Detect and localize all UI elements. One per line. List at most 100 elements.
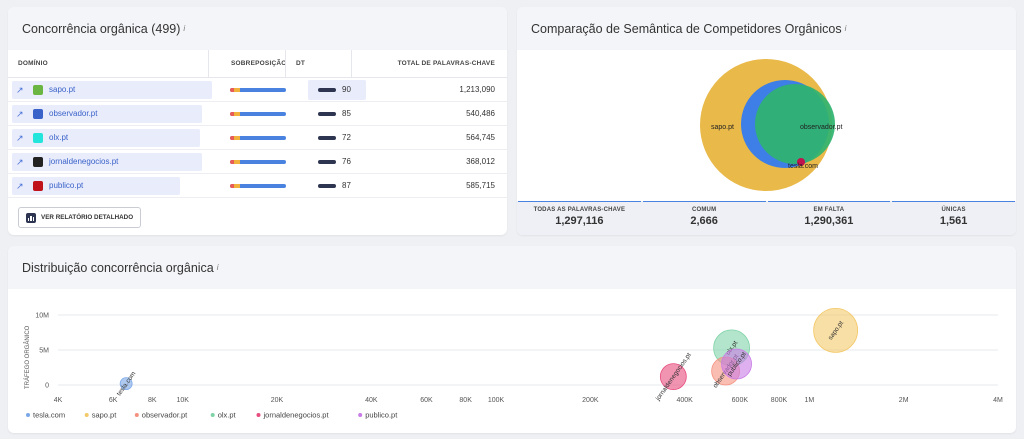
bubble-jornaldenegocios-pt[interactable]	[659, 363, 687, 390]
venn-label-observador: observador.pt	[800, 124, 842, 131]
x-tick-label: 8K	[148, 397, 157, 404]
domain-link[interactable]: publico.pt	[49, 181, 84, 190]
external-link-icon[interactable]: ↗	[16, 156, 24, 167]
venn-stat: TODAS AS PALAVRAS-CHAVE 1,297,116	[518, 201, 641, 235]
organic-competition-card: Concorrência orgânica (499) i DOMÍNIO SO…	[8, 7, 507, 235]
table-row: ↗ publico.pt 87 585,715	[8, 174, 507, 198]
table-row: ↗ sapo.pt 90 1,213,090	[8, 78, 507, 102]
site-favicon-icon	[33, 108, 43, 119]
column-total-keywords[interactable]: TOTAL DE PALAVRAS-CHAVE	[351, 50, 507, 77]
legend-swatch	[210, 413, 215, 417]
total-keywords-value: 585,715	[466, 181, 495, 190]
y-axis-label: TRÁFEGO ORGÂNICO	[24, 325, 31, 389]
legend-item[interactable]: jornaldenegocios.pt	[263, 411, 330, 420]
external-link-icon[interactable]: ↗	[16, 108, 24, 119]
legend-swatch	[358, 413, 363, 417]
table-row: ↗ observador.pt 85 540,486	[8, 102, 507, 126]
info-icon[interactable]: i	[216, 263, 219, 272]
venn-stat-label: COMUM	[691, 207, 717, 213]
domain-link[interactable]: jornaldenegocios.pt	[49, 157, 119, 166]
detailed-report-button[interactable]: VER RELATÓRIO DETALHADO	[18, 207, 142, 228]
dt-bar	[318, 183, 336, 188]
x-tick-label: 4M	[993, 397, 1003, 404]
dt-value: 90	[342, 85, 351, 94]
column-dt[interactable]: DT	[285, 50, 351, 77]
bubble-tesla-com[interactable]	[119, 377, 133, 390]
legend-item[interactable]: tesla.com	[33, 411, 65, 420]
venn-stat: EM FALTA 1,290,361	[767, 201, 891, 235]
x-tick-label: 1M	[804, 397, 814, 404]
overlap-bar	[230, 184, 286, 188]
dt-cell: 72	[318, 133, 351, 142]
dt-bar	[318, 111, 336, 116]
table-body: ↗ sapo.pt 90 1,213,090 ↗ observador.pt 8…	[8, 78, 507, 198]
venn-stat-label: ÚNICAS	[941, 207, 966, 213]
bubble-publico-pt[interactable]	[721, 348, 752, 380]
dt-value: 85	[342, 109, 351, 118]
distribution-header: Distribuição concorrência orgânica i	[8, 246, 1016, 289]
dt-bar	[318, 87, 336, 92]
venn-label-tesla: tesla.com	[788, 163, 818, 170]
info-icon[interactable]: i	[844, 24, 847, 33]
x-tick-label: 2M	[899, 397, 909, 404]
total-keywords-value: 540,486	[466, 109, 495, 118]
table-row: ↗ jornaldenegocios.pt 76 368,012	[8, 150, 507, 174]
scatter-chart: TRÁFEGO ORGÂNICO 10M 5M 0 4K 6K 8K 10K 20K 40K 60K…	[24, 308, 1003, 420]
x-tick-label: 4K	[54, 397, 63, 404]
dt-bar	[318, 135, 336, 140]
venn-diagram: sapo.pt observador.pt tesla.com	[700, 59, 842, 191]
dt-value: 72	[342, 133, 351, 142]
semantic-comparison-title: Comparação de Semântica de Competidores …	[531, 21, 842, 36]
column-overlap[interactable]: SOBREPOSIÇÃO	[208, 50, 286, 77]
total-keywords-value: 564,745	[466, 133, 495, 142]
site-favicon-icon	[33, 180, 43, 191]
external-link-icon[interactable]: ↗	[16, 180, 24, 191]
legend-item[interactable]: sapo.pt	[92, 411, 118, 420]
y-tick-label: 5M	[39, 348, 49, 355]
venn-circle-tesla[interactable]	[797, 158, 805, 166]
x-tick-label: 100K	[488, 397, 505, 404]
x-tick-label: 60K	[420, 397, 433, 404]
venn-stat-value: 1,290,361	[804, 215, 854, 227]
distribution-card: Distribuição concorrência orgânica i TRÁ…	[8, 246, 1016, 433]
table-header: DOMÍNIO SOBREPOSIÇÃO DT TOTAL DE PALAVRA…	[8, 50, 507, 78]
venn-stat-label: EM FALTA	[813, 207, 845, 213]
dt-value: 76	[342, 157, 351, 166]
column-domain[interactable]: DOMÍNIO	[18, 60, 48, 67]
y-tick-label: 10M	[35, 313, 49, 320]
x-tick-label: 400K	[676, 397, 693, 404]
legend-item[interactable]: olx.pt	[218, 411, 237, 420]
dt-value: 87	[342, 181, 351, 190]
legend-item[interactable]: observador.pt	[142, 411, 188, 420]
semantic-comparison-card: Comparação de Semântica de Competidores …	[517, 7, 1016, 235]
venn-stat-value: 2,666	[690, 215, 718, 227]
x-tick-label: 10K	[176, 397, 189, 404]
dt-cell: 90	[318, 85, 351, 94]
domain-link[interactable]: sapo.pt	[49, 85, 76, 94]
dt-cell: 87	[318, 181, 351, 190]
dt-cell: 76	[318, 157, 351, 166]
legend-swatch	[26, 413, 30, 417]
external-link-icon[interactable]: ↗	[16, 132, 24, 143]
semantic-comparison-header: Comparação de Semântica de Competidores …	[517, 7, 1016, 50]
site-favicon-icon	[33, 84, 43, 95]
organic-competition-title: Concorrência orgânica (499)	[22, 21, 181, 36]
total-keywords-value: 368,012	[466, 157, 495, 166]
venn-stat: COMUM 2,666	[642, 201, 766, 235]
external-link-icon[interactable]: ↗	[16, 84, 24, 95]
bubble-label: tesla.com	[116, 370, 138, 397]
venn-overlap	[755, 84, 835, 164]
venn-stat-label: TODAS AS PALAVRAS-CHAVE	[533, 207, 626, 213]
x-tick-label: 600K	[732, 397, 749, 404]
domain-link[interactable]: olx.pt	[49, 133, 69, 142]
domain-link[interactable]: observador.pt	[49, 109, 98, 118]
venn-stats: TODAS AS PALAVRAS-CHAVE 1,297,116 COMUM 2,6…	[517, 201, 1016, 235]
x-tick-label: 20K	[271, 397, 284, 404]
legend-item[interactable]: publico.pt	[365, 411, 398, 420]
overlap-bar	[230, 88, 286, 92]
overlap-bar	[230, 160, 286, 164]
bubble-sapo-pt[interactable]	[813, 308, 859, 353]
info-icon[interactable]: i	[183, 24, 186, 33]
overlap-bar	[230, 112, 286, 116]
x-tick-label: 6K	[109, 397, 118, 404]
